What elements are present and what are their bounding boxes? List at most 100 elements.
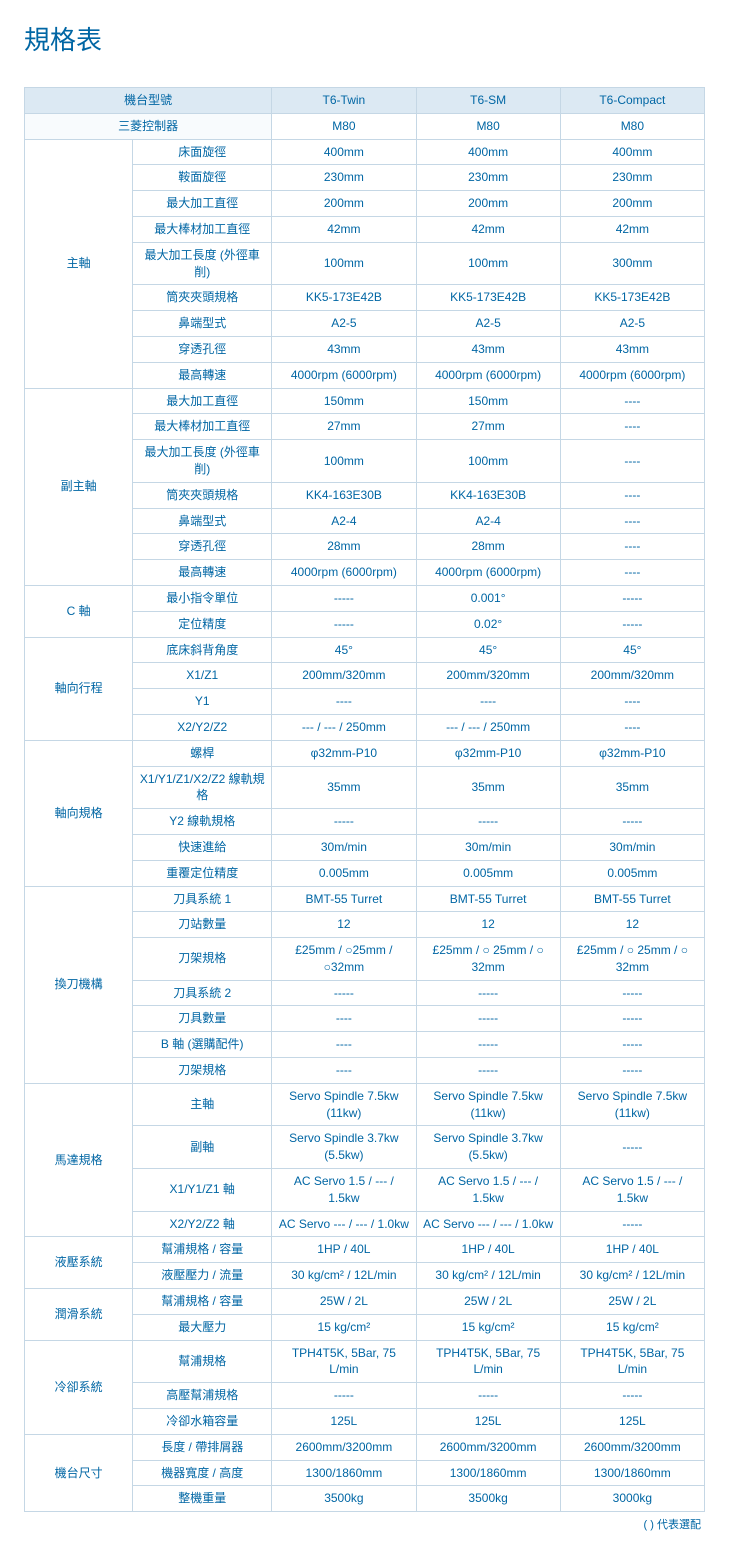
row-value-1: TPH4T5K, 5Bar, 75 L/min bbox=[416, 1340, 560, 1383]
row-value-1: 0.005mm bbox=[416, 860, 560, 886]
row-label: X1/Y1/Z1/X2/Z2 線軌規格 bbox=[133, 766, 272, 809]
row-value-0: ----- bbox=[272, 809, 416, 835]
header-model-2: T6-Compact bbox=[560, 88, 704, 114]
row-value-1: 4000rpm (6000rpm) bbox=[416, 560, 560, 586]
table-row: 馬達規格主軸Servo Spindle 7.5kw (11kw)Servo Sp… bbox=[25, 1083, 705, 1126]
row-value-0: A2-5 bbox=[272, 311, 416, 337]
row-value-0: 12 bbox=[272, 912, 416, 938]
row-value-1: 200mm bbox=[416, 191, 560, 217]
row-value-2: ----- bbox=[560, 1211, 704, 1237]
row-label: 整機重量 bbox=[133, 1486, 272, 1512]
row-value-0: ---- bbox=[272, 689, 416, 715]
row-value-0: TPH4T5K, 5Bar, 75 L/min bbox=[272, 1340, 416, 1383]
footnote: ( ) 代表選配 bbox=[24, 1516, 705, 1532]
row-value-2: 30 kg/cm² / 12L/min bbox=[560, 1263, 704, 1289]
row-value-2: 25W / 2L bbox=[560, 1289, 704, 1315]
row-label: 最大壓力 bbox=[133, 1314, 272, 1340]
row-value-1: Servo Spindle 3.7kw (5.5kw) bbox=[416, 1126, 560, 1169]
row-value-0: ----- bbox=[272, 585, 416, 611]
row-value-2: ---- bbox=[560, 388, 704, 414]
row-value-0: AC Servo --- / --- / 1.0kw bbox=[272, 1211, 416, 1237]
row-value-0: £25mm / ○25mm / ○32mm bbox=[272, 938, 416, 981]
row-value-0: 3500kg bbox=[272, 1486, 416, 1512]
row-value-2: 45° bbox=[560, 637, 704, 663]
row-value-2: ----- bbox=[560, 1383, 704, 1409]
row-value-0: 45° bbox=[272, 637, 416, 663]
row-label: 最大加工直徑 bbox=[133, 388, 272, 414]
row-label: 鼻端型式 bbox=[133, 508, 272, 534]
row-value-2: ---- bbox=[560, 508, 704, 534]
row-value-0: 4000rpm (6000rpm) bbox=[272, 560, 416, 586]
row-value-1: 100mm bbox=[416, 440, 560, 483]
row-value-1: 100mm bbox=[416, 242, 560, 285]
row-value-0: 25W / 2L bbox=[272, 1289, 416, 1315]
row-label: 最小指令單位 bbox=[133, 585, 272, 611]
row-value-2: ----- bbox=[560, 1032, 704, 1058]
table-row: 換刀機構刀具系統 1BMT-55 TurretBMT-55 TurretBMT-… bbox=[25, 886, 705, 912]
row-value-2: 4000rpm (6000rpm) bbox=[560, 362, 704, 388]
row-value-1: 15 kg/cm² bbox=[416, 1314, 560, 1340]
row-value-2: ---- bbox=[560, 482, 704, 508]
row-value-1: ---- bbox=[416, 689, 560, 715]
row-value-0: 4000rpm (6000rpm) bbox=[272, 362, 416, 388]
row-value-0: ---- bbox=[272, 1058, 416, 1084]
table-row: 副主軸最大加工直徑150mm150mm---- bbox=[25, 388, 705, 414]
table-row: 機台尺寸長度 / 帶排屑器2600mm/3200mm2600mm/3200mm2… bbox=[25, 1434, 705, 1460]
row-label: 冷卻水箱容量 bbox=[133, 1409, 272, 1435]
row-value-2: ----- bbox=[560, 809, 704, 835]
row-label: Y1 bbox=[133, 689, 272, 715]
row-value-2: ----- bbox=[560, 980, 704, 1006]
row-value-1: 0.001° bbox=[416, 585, 560, 611]
row-value-0: 100mm bbox=[272, 440, 416, 483]
table-row: 液壓系統幫浦規格 / 容量1HP / 40L1HP / 40L1HP / 40L bbox=[25, 1237, 705, 1263]
controller-value-0: M80 bbox=[272, 113, 416, 139]
row-value-1: 1300/1860mm bbox=[416, 1460, 560, 1486]
row-value-1: 30m/min bbox=[416, 834, 560, 860]
row-label: 筒夾夾頭規格 bbox=[133, 482, 272, 508]
row-value-1: 30 kg/cm² / 12L/min bbox=[416, 1263, 560, 1289]
row-label: X1/Z1 bbox=[133, 663, 272, 689]
row-value-1: 43mm bbox=[416, 336, 560, 362]
row-label: 穿透孔徑 bbox=[133, 534, 272, 560]
category-cell: 軸向行程 bbox=[25, 637, 133, 740]
row-value-0: 100mm bbox=[272, 242, 416, 285]
controller-label: 三菱控制器 bbox=[25, 113, 272, 139]
row-value-1: 28mm bbox=[416, 534, 560, 560]
row-label: 定位精度 bbox=[133, 611, 272, 637]
row-label: 機器寬度 / 高度 bbox=[133, 1460, 272, 1486]
page-title: 規格表 bbox=[24, 20, 705, 57]
row-value-0: 150mm bbox=[272, 388, 416, 414]
header-model-1: T6-SM bbox=[416, 88, 560, 114]
row-label: X1/Y1/Z1 軸 bbox=[133, 1169, 272, 1212]
row-value-0: ---- bbox=[272, 1006, 416, 1032]
row-value-2: 3000kg bbox=[560, 1486, 704, 1512]
row-label: 鞍面旋徑 bbox=[133, 165, 272, 191]
row-label: 最大加工長度 (外徑車削) bbox=[133, 242, 272, 285]
row-value-2: ---- bbox=[560, 440, 704, 483]
row-value-2: 400mm bbox=[560, 139, 704, 165]
row-value-0: 15 kg/cm² bbox=[272, 1314, 416, 1340]
row-value-1: A2-4 bbox=[416, 508, 560, 534]
category-cell: C 軸 bbox=[25, 585, 133, 637]
row-value-2: ----- bbox=[560, 611, 704, 637]
row-label: 穿透孔徑 bbox=[133, 336, 272, 362]
row-value-2: ----- bbox=[560, 1058, 704, 1084]
row-value-0: 400mm bbox=[272, 139, 416, 165]
row-value-1: ----- bbox=[416, 1006, 560, 1032]
row-value-0: 43mm bbox=[272, 336, 416, 362]
row-value-0: 200mm bbox=[272, 191, 416, 217]
row-label: 重覆定位精度 bbox=[133, 860, 272, 886]
row-value-2: Servo Spindle 7.5kw (11kw) bbox=[560, 1083, 704, 1126]
row-value-0: φ32mm-P10 bbox=[272, 740, 416, 766]
row-value-2: 200mm/320mm bbox=[560, 663, 704, 689]
row-label: 高壓幫浦規格 bbox=[133, 1383, 272, 1409]
row-label: 最大棒材加工直徑 bbox=[133, 216, 272, 242]
row-value-1: φ32mm-P10 bbox=[416, 740, 560, 766]
row-label: B 軸 (選購配件) bbox=[133, 1032, 272, 1058]
row-value-1: 4000rpm (6000rpm) bbox=[416, 362, 560, 388]
row-value-1: 2600mm/3200mm bbox=[416, 1434, 560, 1460]
row-value-2: 30m/min bbox=[560, 834, 704, 860]
row-label: 主軸 bbox=[133, 1083, 272, 1126]
row-value-1: ----- bbox=[416, 1058, 560, 1084]
row-value-1: 45° bbox=[416, 637, 560, 663]
